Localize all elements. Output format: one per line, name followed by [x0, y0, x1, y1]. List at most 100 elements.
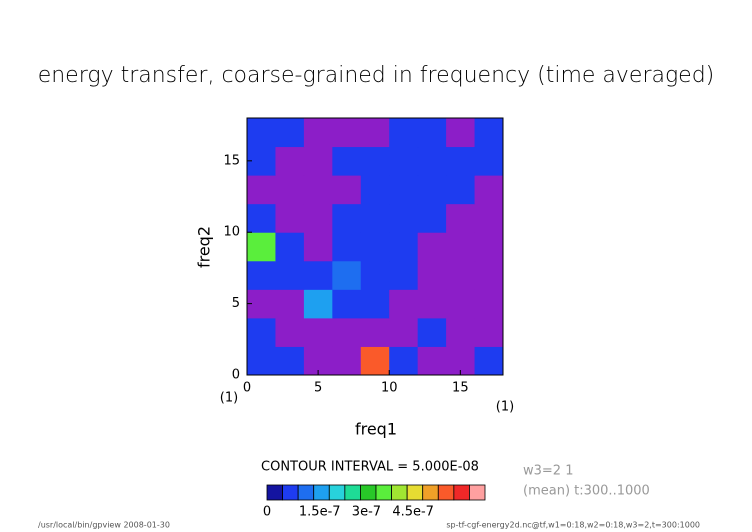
- contour-cell: [474, 317, 504, 347]
- contour-cell: [303, 317, 333, 347]
- colorbar-box: [422, 484, 439, 501]
- contour-cell: [275, 289, 305, 319]
- contour-cell: [360, 203, 390, 233]
- x-tick-label: 5: [314, 381, 322, 396]
- contour-cell: [360, 260, 390, 290]
- y-tick-label: 5: [232, 296, 240, 311]
- contour-cell: [303, 175, 333, 205]
- contour-cell: [417, 289, 447, 319]
- contour-cell: [417, 317, 447, 347]
- contour-cell: [275, 317, 305, 347]
- contour-cell: [247, 118, 276, 148]
- colorbar-box: [469, 484, 486, 501]
- colorbar-label: 0: [263, 505, 271, 520]
- contour-cell: [275, 203, 305, 233]
- colorbar-box: [453, 484, 470, 501]
- x-tick-label: 15: [452, 381, 469, 396]
- contour-cell: [332, 146, 362, 176]
- contour-cell: [332, 175, 362, 205]
- contour-cell: [303, 289, 333, 319]
- annotation: w3=2 1: [523, 464, 573, 479]
- contour-cell: [474, 232, 504, 262]
- x-unit: (1): [496, 400, 514, 415]
- contour-cell: [360, 232, 390, 262]
- contour-cell: [275, 175, 305, 205]
- chart-title: energy transfer, coarse-grained in frequ…: [38, 63, 715, 88]
- contour-cell: [446, 289, 476, 319]
- contour-cell: [474, 346, 504, 376]
- contour-cell: [275, 260, 305, 290]
- contour-cell: [275, 232, 305, 262]
- colorbar-box: [344, 484, 361, 501]
- footer: /usr/local/bin/gpview 2008-01-30: [38, 521, 170, 530]
- contour-cell: [303, 146, 333, 176]
- x-tick-label: 0: [243, 381, 251, 396]
- contour-cell: [332, 260, 362, 290]
- contour-cell: [303, 260, 333, 290]
- contour-cell: [275, 346, 305, 376]
- contour-cell: [446, 203, 476, 233]
- contour-cell: [389, 118, 419, 148]
- annotation: (mean) t:300..1000: [523, 484, 650, 499]
- contour-cell: [389, 232, 419, 262]
- colorbar-box: [360, 484, 377, 501]
- colorbar-label: 4.5e-7: [392, 505, 434, 520]
- contour-cell: [474, 203, 504, 233]
- contour-cell: [247, 232, 276, 262]
- y-tick-label: 0: [232, 368, 240, 383]
- contour-cell: [360, 289, 390, 319]
- contour-cell: [446, 175, 476, 205]
- x-tick-label: 10: [381, 381, 398, 396]
- contour-cell: [389, 317, 419, 347]
- contour-cell: [332, 317, 362, 347]
- colorbar-box: [328, 484, 346, 501]
- contour-cell: [360, 146, 390, 176]
- colorbar-box: [375, 484, 392, 501]
- contour-cell: [446, 232, 476, 262]
- contour-cell: [446, 317, 476, 347]
- y-tick-label: 15: [223, 153, 240, 168]
- contour-cell: [360, 346, 390, 376]
- colorbar-box: [266, 484, 283, 501]
- footer: sp-tf-cgf-energy2d.nc@tf,w1=0:18,w2=0:18…: [446, 521, 700, 530]
- contour-cell: [417, 118, 447, 148]
- contour-cell: [474, 175, 504, 205]
- contour-cell: [389, 146, 419, 176]
- contour-cell: [446, 146, 476, 176]
- colorbar-box: [297, 484, 315, 501]
- colorbar-label: 1.5e-7: [299, 505, 341, 520]
- contour-cell: [389, 203, 419, 233]
- contour-cell: [474, 146, 504, 176]
- contour-cell: [275, 146, 305, 176]
- contour-cell: [360, 175, 390, 205]
- y-axis-label: freq2: [195, 226, 214, 268]
- contour-cell: [332, 289, 362, 319]
- contour-cell: [389, 346, 419, 376]
- contour-cell: [389, 175, 419, 205]
- contour-cell: [275, 118, 305, 148]
- contour-cell: [360, 118, 390, 148]
- colorbar-box: [391, 484, 408, 501]
- contour-cell: [389, 289, 419, 319]
- colorbar-box: [313, 484, 330, 501]
- y-unit: (1): [220, 391, 238, 406]
- contour-interval: CONTOUR INTERVAL = 5.000E-08: [261, 460, 479, 475]
- colorbar-label: 3e-7: [352, 505, 381, 520]
- contour-cell: [332, 232, 362, 262]
- contour-cell: [389, 260, 419, 290]
- colorbar-box: [406, 484, 424, 501]
- contour-cell: [417, 232, 447, 262]
- contour-cell: [247, 346, 276, 376]
- contour-cell: [446, 260, 476, 290]
- contour-cell: [417, 146, 447, 176]
- colorbar-box: [282, 484, 299, 501]
- contour-cell: [474, 289, 504, 319]
- contour-cell: [474, 118, 504, 148]
- contour-cell: [247, 203, 276, 233]
- contour-cell: [446, 118, 476, 148]
- contour-cell: [417, 203, 447, 233]
- contour-cell: [247, 175, 276, 205]
- contour-cell: [417, 260, 447, 290]
- contour-cell: [303, 203, 333, 233]
